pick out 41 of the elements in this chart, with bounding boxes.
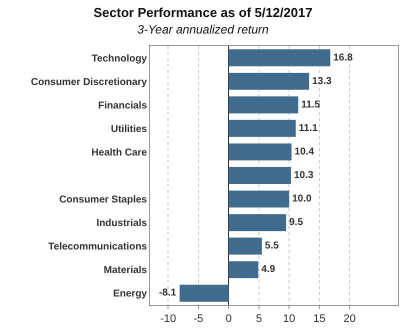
y-tick-label: Telecommunications (48, 242, 148, 253)
data-label: 10.0 (292, 194, 312, 205)
chart-subtitle: 3-Year annualized return (137, 22, 270, 37)
y-tick-label: Utilities (110, 124, 148, 135)
x-tick-label: 5 (256, 313, 262, 326)
data-label: 5.5 (264, 240, 280, 252)
bar (228, 143, 292, 160)
data-label: 11.5 (301, 99, 321, 110)
data-label: 11.1 (298, 122, 318, 134)
bar (228, 238, 262, 255)
bar (228, 167, 291, 184)
x-tick-label: -5 (194, 313, 204, 326)
y-tick-label: Health Care (91, 147, 148, 158)
y-tick-label: Consumer Discretionary (30, 76, 148, 88)
bar (228, 261, 258, 278)
data-label: 16.8 (333, 52, 354, 64)
data-label: 9.5 (289, 217, 304, 228)
y-tick-label: Energy (113, 288, 148, 300)
data-label: 4.9 (261, 264, 276, 276)
x-tick-label: 15 (313, 313, 326, 326)
chart-title: Sector Performance as of 5/12/2017 (94, 4, 312, 20)
y-tick-label: Technology (92, 53, 148, 64)
data-label: -8.1 (158, 288, 177, 299)
y-tick-label: Materials (104, 265, 148, 276)
x-tick-label: 0 (226, 313, 232, 326)
y-tick-label: Consumer Staples (59, 194, 148, 206)
bar (228, 72, 310, 90)
bar (228, 190, 290, 208)
bar (228, 120, 296, 137)
y-tick-label: Financials (98, 100, 148, 112)
x-tick-label: 20 (343, 313, 356, 326)
y-tick-label: Industrials (96, 218, 148, 230)
bar (228, 214, 286, 232)
x-tick-label: 10 (282, 313, 296, 326)
bar (180, 284, 229, 302)
bar (228, 49, 330, 66)
data-label: 10.3 (294, 170, 314, 181)
x-tick-label: -10 (160, 313, 176, 326)
data-label: 10.4 (294, 146, 314, 158)
bar (228, 96, 298, 114)
data-label: 13.3 (312, 76, 332, 87)
